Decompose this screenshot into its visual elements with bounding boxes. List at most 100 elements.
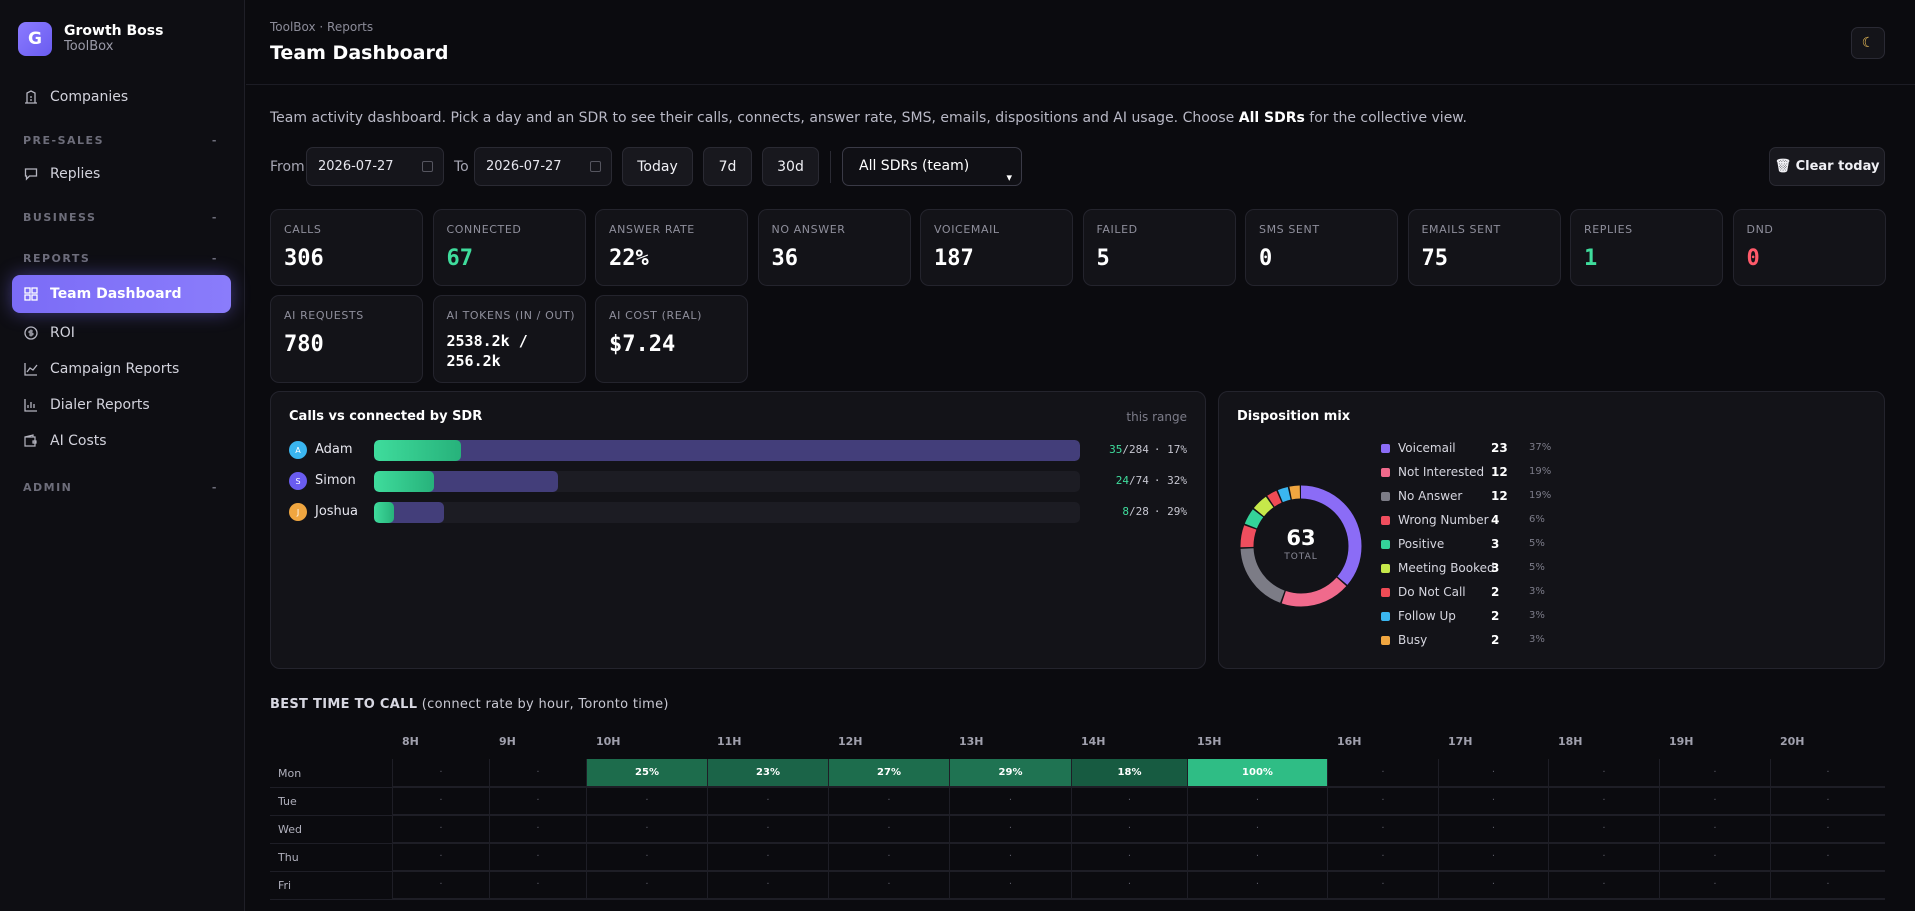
heat-cell: · <box>1438 815 1548 843</box>
dollar-circle-icon <box>24 326 38 340</box>
connected-count: 24 <box>1115 474 1129 487</box>
legend-swatch <box>1381 468 1390 477</box>
legend-count: 3 <box>1491 537 1500 551</box>
sidebar-item-team-dashboard[interactable]: Team Dashboard <box>12 275 231 313</box>
legend-pct: 37% <box>1529 442 1552 453</box>
legend-name: Do Not Call <box>1398 585 1466 599</box>
section-reports[interactable]: REPORTS - <box>23 252 218 265</box>
sdr-row[interactable]: J Joshua 8/28 · 29% <box>289 501 1187 523</box>
intro-text-bold: All SDRs <box>1238 110 1305 126</box>
to-date-input[interactable]: 2026-07-27 <box>474 147 612 186</box>
hour-label: 16H <box>1337 735 1362 748</box>
stat-value: $7.24 <box>609 332 676 357</box>
sdr-name: Joshua <box>315 504 359 519</box>
sdr-select[interactable]: All SDRs (team) ▾ <box>842 147 1022 186</box>
brand[interactable]: G Growth Boss ToolBox <box>18 22 163 56</box>
connected-bar <box>374 502 394 523</box>
heat-cell: · <box>1071 871 1187 899</box>
hour-label: 17H <box>1448 735 1473 748</box>
clear-today-button[interactable]: 🗑 Clear today <box>1769 147 1885 186</box>
heat-cell: 25% <box>586 759 707 787</box>
collapse-icon: - <box>211 481 218 494</box>
heat-cell: · <box>392 815 489 843</box>
heat-cell: · <box>586 815 707 843</box>
heat-cell: · <box>1187 871 1327 899</box>
legend-name: Not Interested <box>1398 465 1485 479</box>
heat-cell: · <box>489 871 586 899</box>
stat-value: 67 <box>446 246 474 271</box>
intro-text-part: for the collective view. <box>1304 110 1467 126</box>
bar-track <box>374 502 1080 523</box>
connected-count: 35 <box>1109 443 1123 456</box>
sdr-row[interactable]: A Adam 35/284 · 17% <box>289 439 1187 461</box>
section-presales[interactable]: PRE-SALES - <box>23 134 218 147</box>
heat-cell: · <box>489 815 586 843</box>
hour-label: 20H <box>1780 735 1805 748</box>
brand-sub: ToolBox <box>64 39 114 54</box>
stat-label: NO ANSWER <box>771 223 846 236</box>
stat-card: SMS SENT 0 <box>1245 209 1398 286</box>
heat-cell: · <box>586 787 707 815</box>
sidebar-item-dialer-reports[interactable]: Dialer Reports <box>12 386 231 424</box>
calls-count: /28 <box>1129 505 1149 518</box>
legend-count: 4 <box>1491 513 1500 527</box>
wallet-icon <box>24 434 37 447</box>
legend-item: Voicemail 23 37% <box>1381 440 1551 458</box>
sidebar-item-campaign-reports[interactable]: Campaign Reports <box>12 350 231 388</box>
legend-count: 23 <box>1491 441 1508 455</box>
sidebar-item-ai-costs[interactable]: AI Costs <box>12 422 231 460</box>
connect-rate: · 32% <box>1153 474 1187 487</box>
heat-cell: · <box>1438 871 1548 899</box>
section-admin[interactable]: ADMIN - <box>23 481 218 494</box>
theme-toggle-button[interactable]: ☾ <box>1851 27 1885 59</box>
heat-cell: · <box>1770 759 1885 787</box>
heat-cell: 29% <box>949 759 1071 787</box>
sidebar-item-companies[interactable]: Companies <box>12 78 231 116</box>
sidebar-item-roi[interactable]: ROI <box>12 314 231 352</box>
stat-card: CALLS 306 <box>270 209 423 286</box>
sidebar: G Growth Boss ToolBox Companies PRE-SALE… <box>0 0 245 911</box>
stat-card: ANSWER RATE 22% <box>595 209 748 286</box>
donut-slice <box>1240 485 1362 607</box>
legend-pct: 5% <box>1529 562 1545 573</box>
heat-cell: · <box>949 815 1071 843</box>
legend-swatch <box>1381 564 1390 573</box>
legend-swatch <box>1381 612 1390 621</box>
bar-track <box>374 471 1080 492</box>
heat-cell: · <box>828 787 949 815</box>
heat-cell: · <box>1659 759 1770 787</box>
stat-value-line: 256.2k <box>446 352 501 370</box>
heat-cell: · <box>1327 759 1438 787</box>
sdr-row[interactable]: S Simon 24/74 · 32% <box>289 470 1187 492</box>
legend-count: 2 <box>1491 609 1500 623</box>
legend-item: Not Interested 12 19% <box>1381 464 1551 482</box>
heat-cell: · <box>1071 843 1187 871</box>
row-divider <box>270 843 1885 844</box>
heat-cell: · <box>1187 787 1327 815</box>
sdr-name: Adam <box>315 442 353 457</box>
today-button[interactable]: Today <box>622 147 693 186</box>
donut-total-label: TOTAL <box>1284 552 1318 562</box>
heatmap-title: BEST TIME TO CALL (connect rate by hour,… <box>270 697 669 712</box>
heat-cell: · <box>489 787 586 815</box>
calls-count: /74 <box>1129 474 1149 487</box>
day-label: Thu <box>278 851 299 864</box>
heat-cell: · <box>1438 759 1548 787</box>
sidebar-item-replies[interactable]: Replies <box>12 155 231 193</box>
7d-button[interactable]: 7d <box>703 147 752 186</box>
legend-swatch <box>1381 444 1390 453</box>
section-label: PRE-SALES <box>23 134 104 147</box>
stat-label: REPLIES <box>1584 223 1633 236</box>
to-label: To <box>454 159 469 175</box>
donut-total: 63 <box>1286 526 1316 550</box>
stat-value: 187 <box>934 246 974 271</box>
from-date-input[interactable]: 2026-07-27 <box>306 147 444 186</box>
collapse-icon: - <box>211 134 218 147</box>
30d-button[interactable]: 30d <box>762 147 819 186</box>
day-label: Wed <box>278 823 302 836</box>
legend-name: Follow Up <box>1398 609 1456 623</box>
sidebar-item-label: Dialer Reports <box>50 397 150 413</box>
heat-cell: · <box>1438 843 1548 871</box>
legend-item: Wrong Number 4 6% <box>1381 512 1551 530</box>
section-business[interactable]: BUSINESS - <box>23 211 218 224</box>
